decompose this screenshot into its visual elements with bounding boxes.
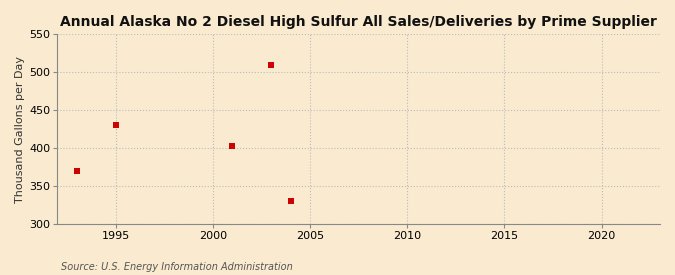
- Title: Annual Alaska No 2 Diesel High Sulfur All Sales/Deliveries by Prime Supplier: Annual Alaska No 2 Diesel High Sulfur Al…: [60, 15, 657, 29]
- Point: [110, 123, 121, 128]
- Text: Source: U.S. Energy Information Administration: Source: U.S. Energy Information Administ…: [61, 262, 292, 272]
- Point: [285, 199, 296, 203]
- Point: [72, 169, 82, 173]
- Point: [227, 144, 238, 148]
- Point: [266, 62, 277, 67]
- Y-axis label: Thousand Gallons per Day: Thousand Gallons per Day: [15, 56, 25, 203]
